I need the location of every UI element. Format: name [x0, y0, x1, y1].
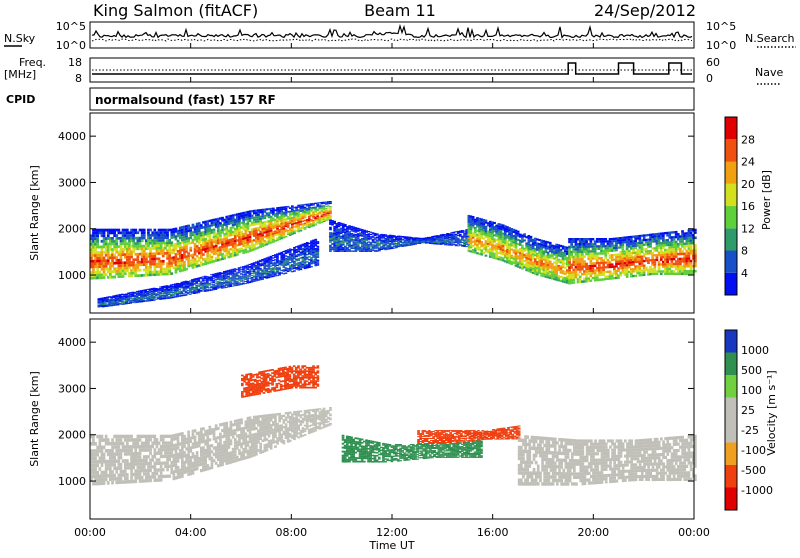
colorbar-swatch	[725, 139, 737, 161]
cpid-program: normalsound (fast) 157 RF	[95, 93, 276, 107]
power-colorbar: 4 8 12 16 20 24 28	[725, 117, 755, 295]
colorbar-swatch	[725, 353, 737, 376]
colorbar-swatch	[725, 398, 737, 421]
velocity-echo-band-1	[241, 365, 319, 398]
colorbar-swatch	[725, 375, 737, 398]
y-tick-label: 2000	[58, 429, 86, 442]
nsky-tick-top: 10^5	[56, 20, 86, 33]
colorbar-swatch	[725, 206, 737, 228]
velocity-echo-band-4	[518, 435, 697, 486]
colorbar-tick-label: 16	[741, 200, 755, 213]
colorbar-swatch	[725, 184, 737, 206]
x-tick-label: 08:00	[275, 526, 307, 539]
y-tick-label: 1000	[58, 475, 86, 488]
x-tick-label: 20:00	[577, 526, 609, 539]
velocity-echo-band-0	[90, 407, 332, 486]
colorbar-tick-label: 1000	[741, 344, 769, 357]
colorbar-tick-label: 500	[741, 364, 762, 377]
power-heatmap	[90, 201, 697, 307]
colorbar-swatch	[725, 228, 737, 250]
x-tick-label: 04:00	[175, 526, 207, 539]
colorbar-tick-label: 4	[741, 267, 748, 280]
colorbar-tick-label: 20	[741, 178, 755, 191]
velocity-heatmap	[90, 365, 697, 485]
nsearch-tick-top: 10^5	[706, 20, 736, 33]
power-ylabel: Slant Range [km]	[28, 165, 41, 261]
colorbar-tick-label: 8	[741, 245, 748, 258]
colorbar-swatch	[725, 443, 737, 466]
colorbar-tick-label: -25	[741, 424, 759, 437]
x-axis-label: Time UT	[368, 539, 414, 552]
freq-label-line2: [MHz]	[4, 68, 36, 81]
velocity-colorbar-label: Velocity [m s⁻¹]	[765, 370, 778, 455]
velocity-echo-band-3	[417, 426, 520, 445]
nave-tick-top: 60	[706, 56, 720, 69]
nsearch-line	[92, 39, 692, 41]
velocity-panel-frame	[90, 319, 694, 519]
nave-label: Nave	[755, 66, 783, 79]
colorbar-tick-label: 24	[741, 156, 755, 169]
colorbar-swatch	[725, 162, 737, 184]
y-tick-label: 3000	[58, 176, 86, 189]
nsearch-tick-bottom: 10^0	[706, 39, 736, 52]
colorbar-swatch	[725, 251, 737, 273]
date-title: 24/Sep/2012	[594, 1, 696, 20]
colorbar-swatch	[725, 330, 737, 353]
y-tick-label: 4000	[58, 130, 86, 143]
beam-title: Beam 11	[364, 1, 436, 20]
power-colorbar-label: Power [dB]	[760, 170, 773, 230]
nsky-noise-trace	[92, 26, 692, 41]
freq-tick-top: 18	[68, 56, 82, 69]
x-tick-label: 12:00	[376, 526, 408, 539]
freq-tick-bottom: 8	[75, 72, 82, 85]
freq-trace	[92, 63, 692, 74]
y-tick-label: 1000	[58, 269, 86, 282]
cpid-label: CPID	[6, 93, 35, 106]
x-tick-label: 00:00	[74, 526, 106, 539]
x-tick-label: 00:00	[678, 526, 710, 539]
power-echo-band-2	[329, 220, 470, 252]
nsky-line	[92, 26, 692, 37]
nave-tick-bottom: 0	[706, 72, 713, 85]
nsky-tick-bottom: 10^0	[56, 39, 86, 52]
colorbar-tick-label: 100	[741, 384, 762, 397]
colorbar-tick-label: -500	[741, 464, 766, 477]
colorbar-tick-label: 25	[741, 404, 755, 417]
y-tick-label: 4000	[58, 336, 86, 349]
nsearch-label: N.Search	[745, 32, 795, 45]
nsky-label: N.Sky	[4, 32, 36, 45]
colorbar-swatch	[725, 488, 737, 511]
power-echo-band-3	[468, 215, 571, 284]
power-echo-band-4	[568, 229, 697, 285]
colorbar-tick-label: 12	[741, 222, 755, 235]
colorbar-swatch	[725, 273, 737, 295]
colorbar-swatch	[725, 465, 737, 488]
colorbar-tick-label: -100	[741, 444, 766, 457]
colorbar-tick-label: -1000	[741, 484, 773, 497]
colorbar-swatch	[725, 420, 737, 443]
y-tick-label: 2000	[58, 223, 86, 236]
colorbar-swatch	[725, 117, 737, 139]
station-title: King Salmon (fitACF)	[93, 1, 258, 20]
colorbar-tick-label: 28	[741, 133, 755, 146]
velocity-ylabel: Slant Range [km]	[28, 371, 41, 467]
x-tick-label: 16:00	[477, 526, 509, 539]
y-tick-label: 3000	[58, 382, 86, 395]
